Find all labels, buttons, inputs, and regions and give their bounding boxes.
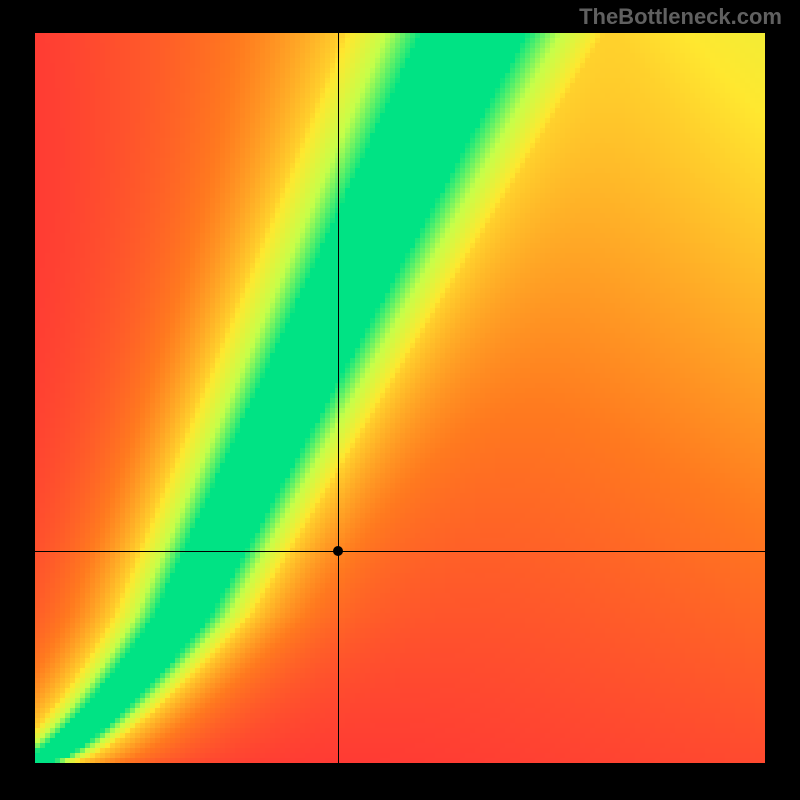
plot-area [35,33,765,763]
heatmap-canvas [35,33,765,763]
watermark-text: TheBottleneck.com [579,4,782,30]
chart-container: TheBottleneck.com [0,0,800,800]
crosshair-marker [333,546,343,556]
crosshair-vertical [338,33,339,763]
crosshair-horizontal [35,551,765,552]
